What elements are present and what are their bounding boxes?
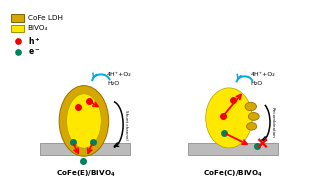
Bar bbox=[40, 143, 130, 155]
Bar bbox=[188, 143, 278, 155]
Ellipse shape bbox=[206, 88, 252, 148]
Ellipse shape bbox=[245, 102, 256, 111]
Ellipse shape bbox=[59, 86, 109, 156]
Bar bbox=[11, 14, 24, 22]
Text: BiVO₄: BiVO₄ bbox=[28, 25, 48, 31]
Text: $\bf{CoFe(E)/BiVO_4}$: $\bf{CoFe(E)/BiVO_4}$ bbox=[56, 169, 115, 179]
Text: $\bf{CoFe(C)/BiVO_4}$: $\bf{CoFe(C)/BiVO_4}$ bbox=[203, 169, 263, 179]
Text: 4H⁺+O₂: 4H⁺+O₂ bbox=[107, 72, 132, 77]
Text: Recombination: Recombination bbox=[271, 107, 275, 138]
Text: H₂O: H₂O bbox=[251, 81, 263, 87]
Ellipse shape bbox=[248, 112, 259, 120]
Bar bbox=[11, 25, 24, 32]
Text: CoFe LDH: CoFe LDH bbox=[28, 15, 63, 21]
Text: $\mathbf{h^+}$: $\mathbf{h^+}$ bbox=[28, 35, 40, 47]
Text: $\mathbf{e^-}$: $\mathbf{e^-}$ bbox=[28, 47, 40, 57]
Text: H₂O: H₂O bbox=[107, 81, 119, 86]
Text: 4H⁺+O₂: 4H⁺+O₂ bbox=[251, 72, 275, 77]
Ellipse shape bbox=[246, 123, 257, 130]
Text: Shunt channel: Shunt channel bbox=[124, 110, 128, 139]
Ellipse shape bbox=[66, 94, 101, 148]
